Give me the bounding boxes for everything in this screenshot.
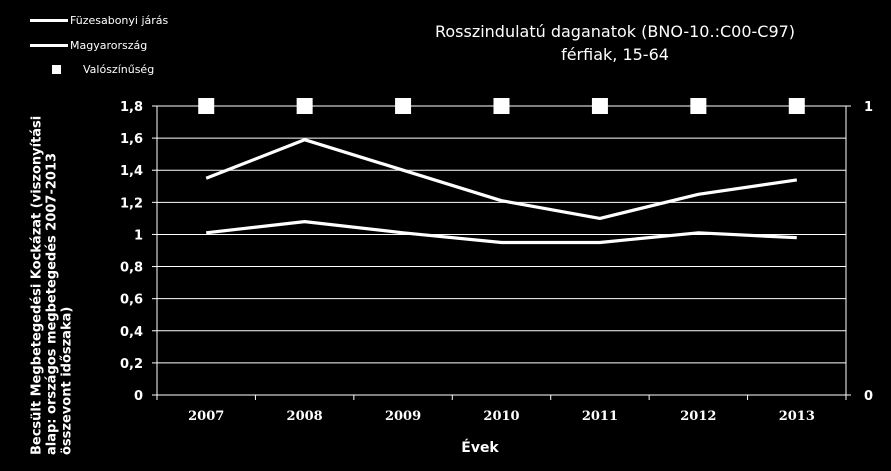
y-tick-label: 1,4	[120, 164, 143, 179]
legend-line-icon	[30, 44, 68, 47]
x-tick-label: 2011	[582, 409, 618, 424]
y2-tick-label: 1	[864, 100, 873, 115]
probability-marker	[690, 98, 707, 114]
legend-label: Magyarország	[70, 39, 148, 52]
probability-marker	[493, 98, 510, 114]
y-axis-label: Becsült Megbetegedési Kockázat (viszonyí…	[29, 115, 75, 455]
probability-marker	[296, 98, 313, 114]
y-tick-label: 0,4	[120, 325, 143, 340]
x-tick-label: 2008	[287, 409, 323, 424]
legend-item-valoszinuseg: Valószínűség	[30, 63, 154, 76]
x-tick-label: 2010	[483, 409, 519, 424]
y-tick-label: 0,2	[120, 357, 143, 372]
x-tick-label: 2007	[188, 409, 224, 424]
y-tick-label: 0,6	[120, 293, 143, 308]
legend-label: Valószínűség	[83, 63, 155, 76]
x-tick-label: 2013	[779, 409, 815, 424]
series-line-0	[205, 138, 798, 220]
y-tick-label: 0	[134, 389, 143, 404]
legend-item-magyarorszag: Magyarország	[30, 39, 147, 52]
probability-marker	[198, 98, 215, 114]
probability-marker	[788, 98, 805, 114]
legend-square-icon	[52, 65, 61, 74]
legend-label: Füzesabonyi járás	[70, 14, 169, 27]
y-tick-label: 1	[134, 228, 143, 243]
y-tick-label: 0,8	[120, 261, 143, 276]
x-tick-label: 2012	[680, 409, 716, 424]
series-line-1	[206, 220, 797, 245]
chart-subtitle: férfiak, 15-64	[561, 45, 669, 64]
legend-item-fuzesabony: Füzesabonyi járás	[30, 14, 168, 27]
legend-line-icon	[30, 19, 68, 22]
y-tick-label: 1,2	[120, 196, 143, 211]
probability-marker	[395, 98, 412, 114]
y-tick-label: 1,8	[120, 100, 143, 115]
x-axis-label: Évek	[461, 440, 499, 456]
x-tick-label: 2009	[385, 409, 421, 424]
chart-title: Rosszindulatú daganatok (BNO-10.:C00-C97…	[434, 22, 796, 41]
y2-tick-label: 0	[864, 389, 873, 404]
probability-marker	[591, 98, 608, 114]
y-tick-label: 1,6	[120, 132, 143, 147]
